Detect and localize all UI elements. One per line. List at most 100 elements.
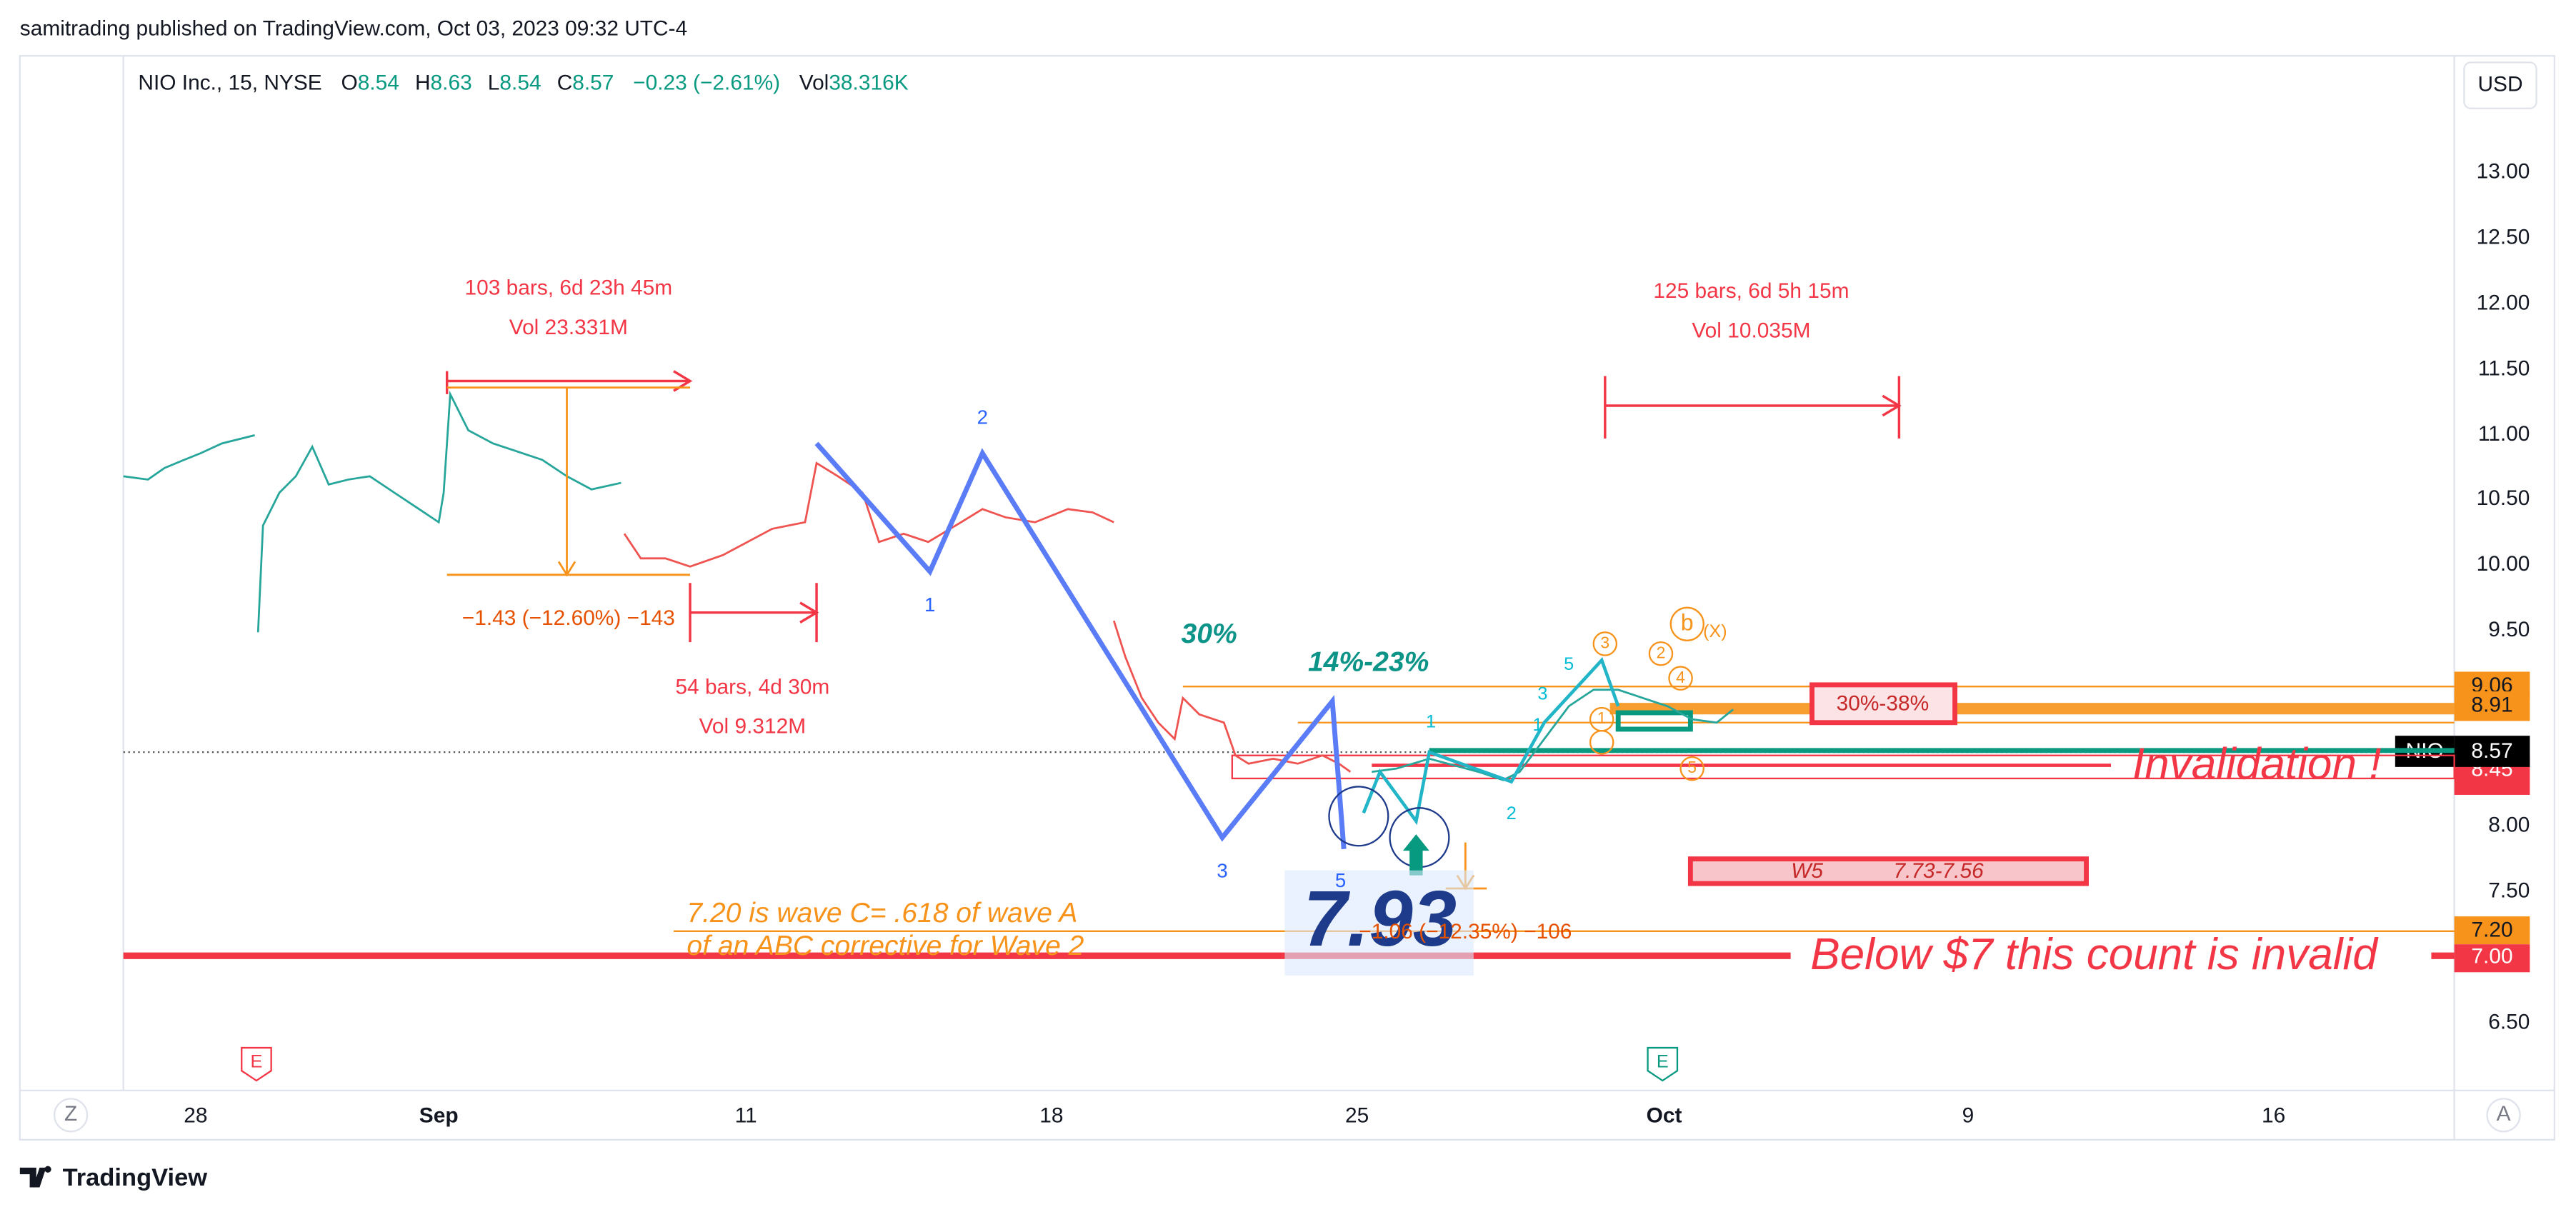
wave-label: 5 xyxy=(1564,654,1574,674)
annotation: Vol 23.331M xyxy=(509,316,628,339)
wave-label: 1 xyxy=(1426,711,1436,731)
c-label: C xyxy=(557,71,573,94)
earnings-marker[interactable] xyxy=(241,1046,272,1082)
currency[interactable]: USD xyxy=(2477,72,2522,96)
open: 8.54 xyxy=(358,71,399,94)
button-bg[interactable] xyxy=(53,1098,89,1133)
annotation: W5 xyxy=(1791,859,1823,883)
tag-bg xyxy=(2454,916,2530,945)
button-bg[interactable] xyxy=(2486,1098,2521,1133)
wave-label: b xyxy=(1681,609,1694,635)
range-tool xyxy=(445,370,1902,643)
wave-label: 1 xyxy=(924,594,935,616)
price-tag: 7.00 xyxy=(2471,944,2512,968)
time-label: 9 xyxy=(1962,1104,1975,1128)
l-label: L xyxy=(488,71,500,94)
earnings-marker[interactable] xyxy=(1647,1046,1679,1082)
brand: TradingView xyxy=(63,1164,208,1191)
currency-button[interactable] xyxy=(2463,61,2537,109)
price-box xyxy=(1284,870,1474,976)
elliott-wave xyxy=(814,441,1347,850)
wave-label: 3 xyxy=(1537,683,1547,703)
tag-bg xyxy=(2454,736,2530,767)
sub-wave xyxy=(1362,657,1620,826)
price-label: 9.50 xyxy=(2488,618,2530,641)
time-label: 25 xyxy=(1345,1104,1369,1128)
right-button[interactable]: A xyxy=(2497,1102,2511,1126)
annotation: Below $7 this count is invalid xyxy=(1810,930,2379,979)
time-label: 16 xyxy=(2262,1104,2285,1128)
price-label: 6.50 xyxy=(2488,1010,2530,1033)
annotation: 125 bars, 6d 5h 15m xyxy=(1653,279,1849,303)
time-label: 28 xyxy=(184,1104,207,1128)
price-label: 10.50 xyxy=(2477,486,2530,510)
price-path xyxy=(123,434,255,481)
wave-label: 3 xyxy=(1217,859,1227,881)
low-price: 7.93 xyxy=(1303,875,1457,963)
price-tag: 8.91 xyxy=(2471,693,2512,717)
orange-circles xyxy=(1589,606,1704,781)
fib-box xyxy=(1809,682,1958,726)
price-label: 13.00 xyxy=(2477,159,2530,183)
annotation: 103 bars, 6d 23h 45m xyxy=(465,276,673,300)
wave-label: 1 xyxy=(1597,708,1607,727)
price-label: 12.00 xyxy=(2477,291,2530,314)
earnings-label[interactable]: E xyxy=(251,1051,263,1071)
tag-bg xyxy=(2454,944,2530,973)
legend: NIO Inc., 15, NYSE O8.54 H8.63 L8.54 C8.… xyxy=(138,71,908,94)
annotation: 30%-38% xyxy=(1837,691,1929,715)
annotation: −1.06 (−12.35%) −106 xyxy=(1359,920,1572,943)
left-button[interactable]: Z xyxy=(64,1102,77,1126)
low: 8.54 xyxy=(499,71,541,94)
annotation: 30% xyxy=(1182,618,1237,649)
price-tag: 7.20 xyxy=(2471,918,2512,942)
wave-label: 2 xyxy=(1507,803,1517,823)
annotation: 14%-23% xyxy=(1308,646,1429,677)
wave-label: 5 xyxy=(1687,758,1697,776)
up-arrow xyxy=(1402,834,1429,876)
symbol: NIO Inc., 15, NYSE xyxy=(138,71,321,94)
green-box xyxy=(1615,710,1693,732)
time-label: 11 xyxy=(735,1104,757,1128)
wave-label: 2 xyxy=(977,406,988,429)
red-zone xyxy=(1231,754,2455,780)
w5-box xyxy=(1687,856,2089,886)
tag-bg xyxy=(2454,691,2530,721)
o-label: O xyxy=(341,71,357,94)
earnings-label[interactable]: E xyxy=(1657,1051,1669,1071)
close: 8.57 xyxy=(572,71,614,94)
price-label: 7.50 xyxy=(2488,878,2530,902)
annotation: Vol 9.312M xyxy=(699,715,806,738)
annotation: 54 bars, 4d 30m xyxy=(675,675,829,698)
price-label: 11.50 xyxy=(2478,356,2530,380)
annotation: Invalidation ! xyxy=(2132,739,2382,788)
wave-label: 1 xyxy=(1532,715,1542,735)
time-label: Sep xyxy=(419,1104,459,1128)
last-price-tag: 8.57 xyxy=(2471,739,2512,763)
price-label: 12.50 xyxy=(2477,225,2530,249)
price-axis: 13.00 12.50 12.00 11.50 11.00 10.50 10.0… xyxy=(2395,159,2530,1033)
annotation: of an ABC corrective for Wave 2 xyxy=(687,931,1084,961)
time-label: Oct xyxy=(1647,1104,1682,1128)
wave-label: 3 xyxy=(1600,633,1609,651)
publish-line: samitrading published on TradingView.com… xyxy=(20,16,687,40)
annotation: 7.20 is wave C= .618 of wave A xyxy=(687,898,1077,928)
vol-label: Vol xyxy=(799,71,829,94)
price-label: 10.00 xyxy=(2477,552,2530,576)
circle-marker xyxy=(1328,786,1389,847)
price-label: 11.00 xyxy=(2478,422,2530,446)
wave-label: 2 xyxy=(1657,643,1666,661)
high: 8.63 xyxy=(431,71,472,94)
wave-label: (X) xyxy=(1703,621,1727,641)
chart-frame xyxy=(19,55,2556,1141)
time-axis: 28 Sep 11 18 25 Oct 9 16 xyxy=(184,1104,2285,1128)
volume: 38.316K xyxy=(829,71,908,94)
price-path xyxy=(256,390,621,633)
fib-band xyxy=(1609,703,2455,715)
h-label: H xyxy=(415,71,431,94)
change: −0.23 (−2.61%) xyxy=(633,71,780,94)
annotation: 7.73-7.56 xyxy=(1893,859,1984,883)
